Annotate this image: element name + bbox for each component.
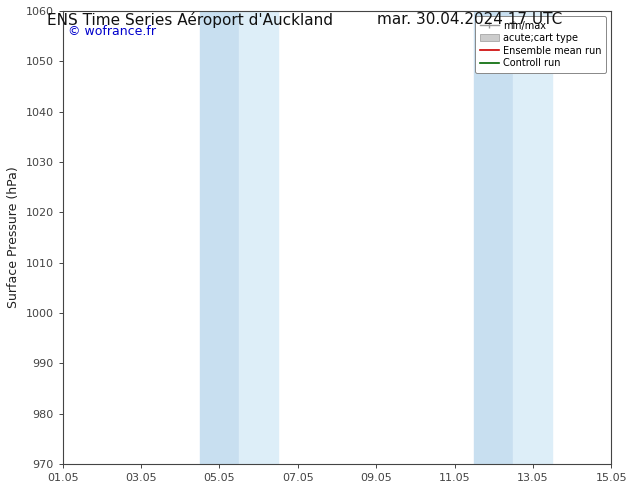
Bar	[239, 11, 278, 464]
Text: mar. 30.04.2024 17 UTC: mar. 30.04.2024 17 UTC	[377, 12, 562, 27]
Text: ENS Time Series Aéroport d'Auckland: ENS Time Series Aéroport d'Auckland	[47, 12, 333, 28]
Legend: min/max, acute;cart type, Ensemble mean run, Controll run: min/max, acute;cart type, Ensemble mean …	[475, 16, 606, 73]
Bar	[200, 11, 239, 464]
Y-axis label: Surface Pressure (hPa): Surface Pressure (hPa)	[7, 167, 20, 308]
Text: © wofrance.fr: © wofrance.fr	[68, 24, 156, 38]
Bar	[474, 11, 514, 464]
Bar	[514, 11, 552, 464]
